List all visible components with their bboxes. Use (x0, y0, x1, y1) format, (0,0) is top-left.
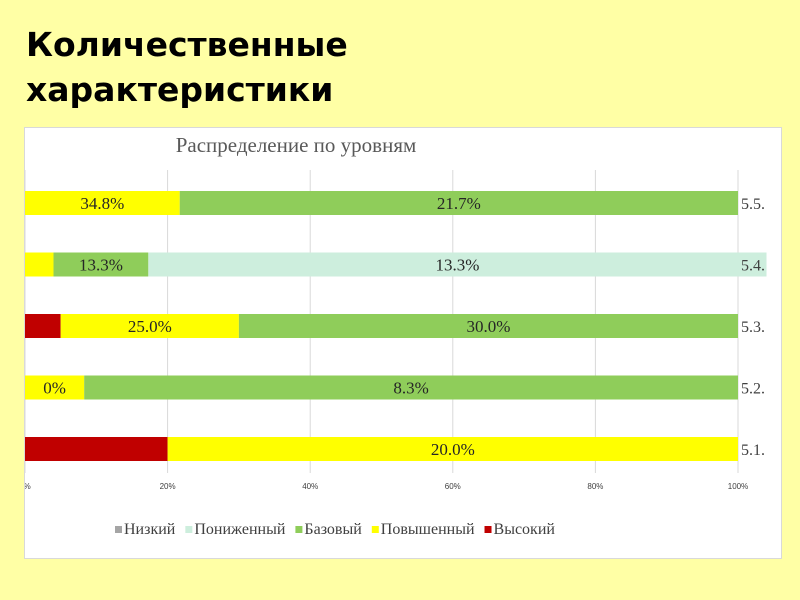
chart-title: Распределение по уровням (176, 133, 417, 157)
bar-segment-row2-Базовый (53, 252, 149, 277)
legend-swatch-2 (185, 526, 193, 533)
tick-label-1: 20% (160, 482, 176, 491)
tick-label-3: 60% (445, 482, 461, 491)
slide-title: Количественные характеристики (26, 22, 626, 112)
bar-labels: 34.8% 21.7% 13.3% 13.3% 25.0% 30.0% 0% 8.3% 20.0… (43, 194, 510, 459)
slide-title-line-2: характеристики (26, 70, 334, 109)
bar-label-row5-Повышенный: 20.0% (431, 440, 475, 459)
legend-label-4: Повышенный (381, 521, 475, 538)
category-label-3: 5.3. (741, 319, 765, 336)
legend-label-1: Низкий (124, 521, 176, 538)
bar-segment-row4-Повышенный (25, 375, 85, 400)
bar-segment-row3-Базовый (238, 314, 738, 338)
bar-segment-row2-Пониженный (148, 252, 767, 277)
bar-segment-row3-Высокий (25, 314, 61, 338)
x-axis-ticks: 0% 20% 40% 60% 80% 100% (25, 482, 748, 491)
legend: Низкий Пониженный Базовый Повышенный Высокий (115, 521, 555, 538)
tick-label-0: 0% (25, 482, 31, 491)
bar-segment-row3-Повышенный (60, 314, 239, 338)
chart-panel: Распределение по уровням 34.8% 21.7% 13.3%… (24, 127, 782, 559)
bar-segment-row4-Базовый (84, 375, 738, 400)
bar-segment-row5-Высокий (25, 437, 168, 461)
category-labels: 5.5. 5.4. 5.3. 5.2. 5.1. (741, 196, 765, 459)
bar-label-row2-Базовый: 13.3% (79, 256, 123, 275)
slide-title-line-1: Количественные (26, 25, 348, 64)
category-label-5: 5.1. (741, 442, 765, 459)
bar-segment-row2-Повышенный (25, 252, 54, 277)
bar-label-row4-Базовый: 8.3% (393, 379, 428, 398)
legend-label-5: Высокий (494, 521, 556, 538)
bar-segment-row5-Повышенный (167, 437, 739, 461)
bar-label-row3-Повышенный: 25.0% (128, 317, 172, 336)
bar-segment-row1-Базовый (179, 191, 738, 215)
tick-label-5: 100% (728, 482, 748, 491)
legend-swatch-4 (371, 526, 379, 533)
tick-label-4: 80% (587, 482, 603, 491)
category-label-1: 5.5. (741, 196, 765, 213)
legend-swatch-1 (115, 526, 122, 533)
stacked-bar-chart: Распределение по уровням 34.8% 21.7% 13.3%… (25, 133, 767, 538)
legend-swatch-3 (295, 526, 303, 533)
bar-label-row1-Базовый: 21.7% (437, 194, 481, 213)
bar-label-row2-Пониженный: 13.3% (435, 256, 479, 275)
bar-label-row1-Повышенный: 34.8% (80, 194, 124, 213)
bars (25, 191, 767, 461)
bar-label-row3-Базовый: 30.0% (466, 317, 510, 336)
bar-label-row4-Повышенный: 0% (43, 379, 66, 398)
category-label-2: 5.4. (741, 258, 765, 275)
legend-swatch-5 (484, 526, 492, 533)
legend-label-2: Пониженный (194, 521, 286, 538)
category-label-4: 5.2. (741, 381, 765, 398)
legend-label-3: Базовый (304, 521, 362, 538)
tick-label-2: 40% (302, 482, 318, 491)
bar-segment-row1-Повышенный (25, 191, 180, 215)
